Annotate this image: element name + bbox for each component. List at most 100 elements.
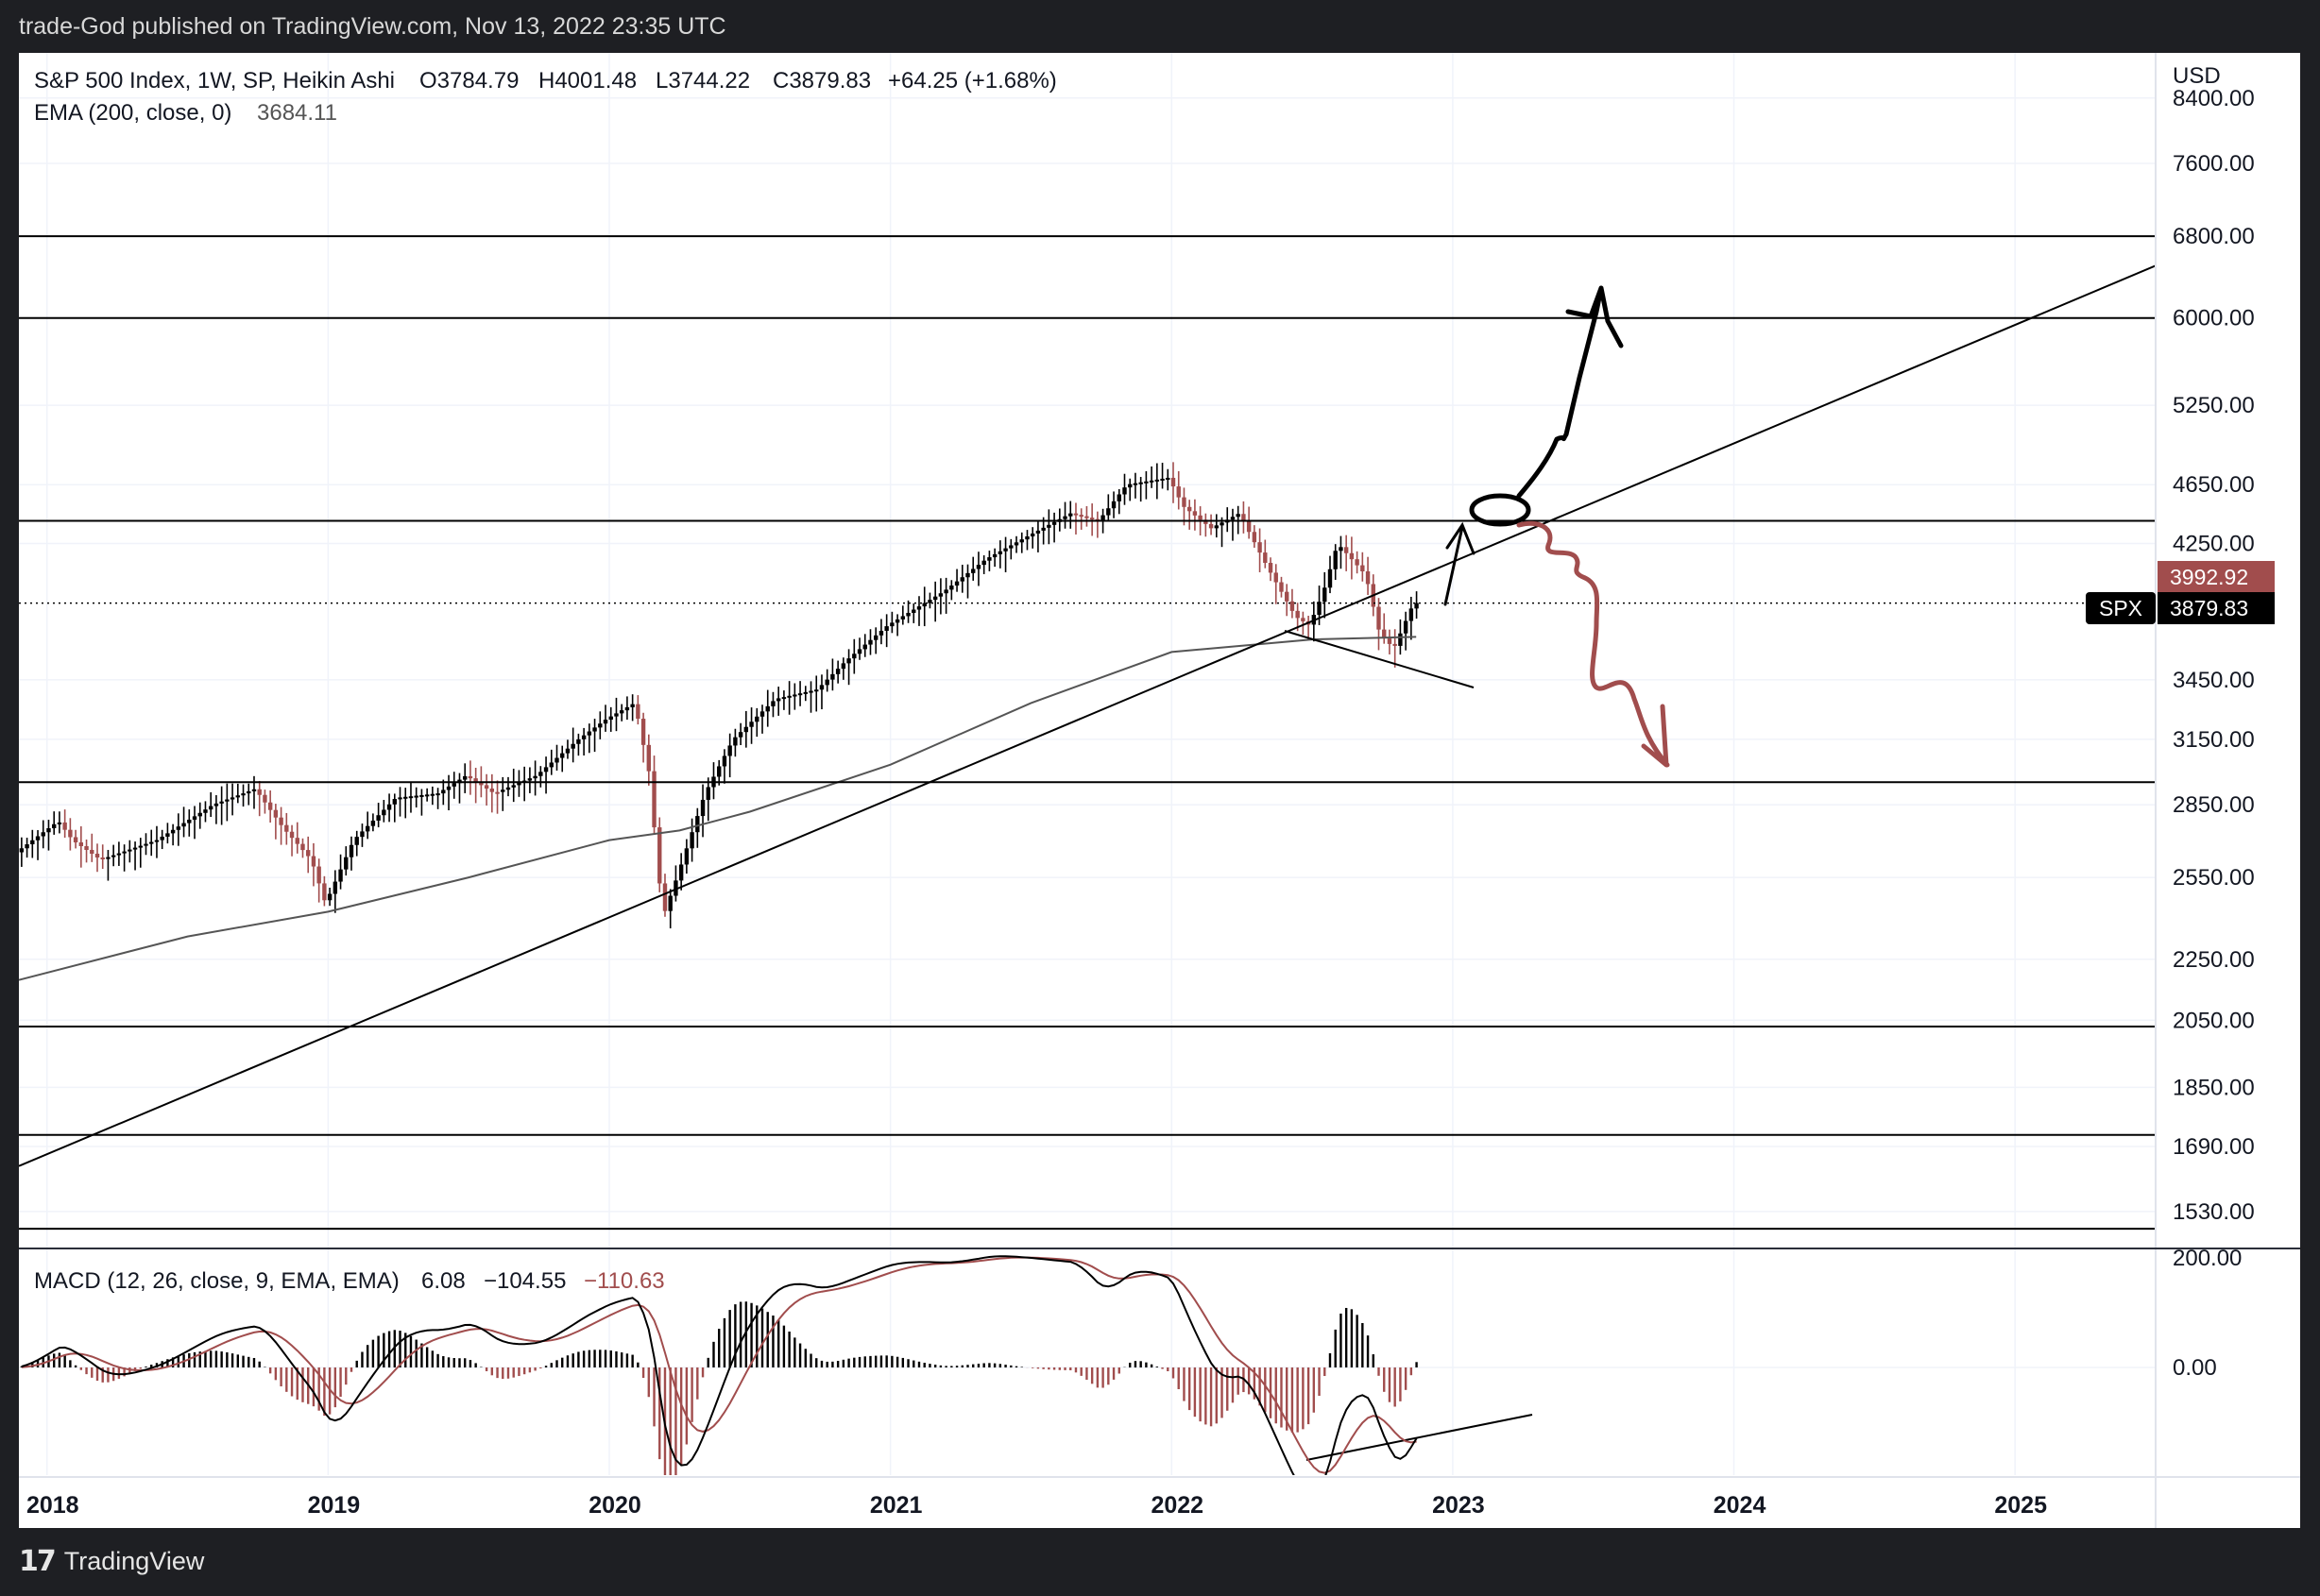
price-tick-label: 2850.00 xyxy=(2173,792,2255,818)
candle-body xyxy=(241,793,246,796)
chart-area[interactable] xyxy=(19,53,2300,1528)
candle-body xyxy=(344,857,349,870)
price-tick-label: 1850.00 xyxy=(2173,1075,2255,1100)
candle-body xyxy=(1289,601,1295,611)
candle-body xyxy=(1285,591,1289,602)
candle-body xyxy=(116,853,122,856)
candle-body xyxy=(1019,539,1024,543)
candle-body xyxy=(614,713,619,717)
candle-body xyxy=(187,819,192,823)
candle-body xyxy=(1376,606,1381,630)
candle-body xyxy=(213,803,219,806)
candle-body xyxy=(1408,608,1414,621)
candle-body xyxy=(787,695,792,698)
price-tick-label: 4650.00 xyxy=(2173,472,2255,498)
candle-body xyxy=(1063,516,1067,519)
candle-body xyxy=(781,697,787,700)
candle-body xyxy=(835,669,841,674)
candle-body xyxy=(247,790,251,794)
candle-body xyxy=(181,823,186,827)
time-tick-label: 2019 xyxy=(308,1492,361,1519)
candle-body xyxy=(495,791,500,794)
candle-body xyxy=(630,704,635,707)
candle-body xyxy=(809,690,813,693)
candle-body xyxy=(581,735,587,739)
legend-change: +64.25 (+1.68%) xyxy=(888,68,1057,93)
candle-body xyxy=(765,705,770,712)
candle-body xyxy=(717,766,722,777)
candle-body xyxy=(197,812,202,817)
candle-body xyxy=(803,691,808,694)
candle-body xyxy=(408,796,414,799)
legend-symbol: S&P 500 Index, 1W, SP, Heikin Ashi xyxy=(34,68,395,93)
candle-body xyxy=(1268,562,1273,573)
candle-body xyxy=(1073,513,1079,516)
annotation-bear-path xyxy=(1516,520,1670,768)
candle-body xyxy=(776,698,781,702)
candle-body xyxy=(538,772,543,776)
candle-body xyxy=(928,600,932,603)
candle-body xyxy=(1241,514,1246,522)
candle-body xyxy=(1084,516,1089,518)
candle-body xyxy=(549,762,554,768)
price-tick-label: 6000.00 xyxy=(2173,306,2255,331)
candle-body xyxy=(619,710,624,714)
candle-body xyxy=(971,569,976,573)
price-tick-label: 1530.00 xyxy=(2173,1199,2255,1225)
candle-body xyxy=(403,796,408,799)
ema-200-line xyxy=(18,636,1417,981)
candle-body xyxy=(441,790,446,794)
publisher-text: trade-God published on TradingView.com, … xyxy=(19,13,726,40)
candle-body xyxy=(62,822,67,830)
candle-body xyxy=(41,832,45,837)
candle-body xyxy=(825,679,829,686)
candle-body xyxy=(1198,515,1203,520)
candle-body xyxy=(333,881,338,894)
candle-body xyxy=(1263,552,1268,563)
candle-body xyxy=(517,782,521,786)
candle-body xyxy=(452,783,456,787)
candle-body xyxy=(890,622,895,627)
candle-body xyxy=(1154,479,1160,482)
macd-line-value: −104.55 xyxy=(484,1268,566,1294)
candle-body xyxy=(636,704,640,720)
candle-body xyxy=(84,845,89,850)
candle-body xyxy=(370,820,376,826)
trendline xyxy=(19,264,2156,1167)
candles-group xyxy=(19,462,1419,929)
candle-body xyxy=(19,848,25,853)
tradingview-logo[interactable]: 17 TradingView xyxy=(19,1545,204,1578)
time-axis-ticks[interactable]: 2018 2019 2020 2021 2022 2023 2024 2025 xyxy=(26,1492,2047,1519)
candle-body xyxy=(657,827,662,884)
candle-body xyxy=(668,895,673,911)
candle-body xyxy=(446,786,452,790)
candle-body xyxy=(900,616,906,620)
candle-body xyxy=(1030,533,1035,537)
candle-body xyxy=(1414,603,1419,609)
candle-body xyxy=(797,693,803,696)
candle-body xyxy=(219,801,224,804)
candle-body xyxy=(1252,532,1257,543)
candle-body xyxy=(684,848,690,865)
publisher-bar: trade-God published on TradingView.com, … xyxy=(0,0,2320,53)
candle-body xyxy=(706,787,710,800)
candle-body xyxy=(738,732,743,738)
candle-body xyxy=(230,797,235,800)
candle-body xyxy=(733,737,738,746)
candle-body xyxy=(289,831,295,839)
candle-body xyxy=(73,837,78,842)
candle-body xyxy=(960,577,964,582)
candle-body xyxy=(1355,559,1359,566)
price-axis-ticks[interactable]: 8400.00 7600.00 6800.00 6000.00 5250.00 4650.… xyxy=(2173,86,2255,1225)
grid-lines xyxy=(19,53,2156,1475)
candle-body xyxy=(78,841,84,846)
price-tick-label: 2550.00 xyxy=(2173,865,2255,891)
candle-body xyxy=(560,753,565,758)
macd-line xyxy=(21,1255,1418,1475)
candle-body xyxy=(414,795,418,798)
candle-body xyxy=(468,775,473,779)
candle-body xyxy=(267,802,273,810)
candle-body xyxy=(592,727,597,732)
price-tick-label: 7600.00 xyxy=(2173,151,2255,177)
